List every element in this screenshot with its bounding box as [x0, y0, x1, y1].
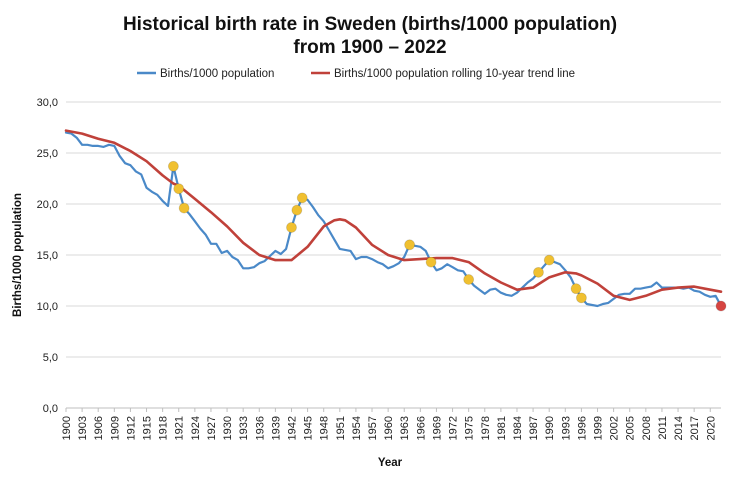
- x-tick-label: 1960: [383, 416, 395, 440]
- x-tick-label: 2014: [673, 416, 685, 440]
- y-tick-label: 10,0: [37, 301, 58, 313]
- y-tick-label: 30,0: [37, 97, 58, 109]
- x-tick-label: 2005: [625, 416, 637, 440]
- x-tick-label: 1909: [109, 416, 121, 440]
- births-series-line: [64, 131, 723, 308]
- y-axis-label: Births/1000 population: [12, 193, 24, 317]
- trend-series-line: [64, 129, 723, 302]
- x-tick-label: 2008: [641, 416, 653, 440]
- highlight-point: [463, 274, 475, 285]
- y-tick-label: 20,0: [37, 199, 58, 211]
- x-tick-label: 1945: [303, 416, 315, 440]
- x-tick-label: 1996: [576, 416, 588, 440]
- x-tick-label: 2020: [705, 416, 717, 440]
- x-tick-label: 1933: [238, 416, 250, 440]
- y-axis-ticks: 0,0 5,0 10,0 15,0 20,0 25,0 30,0: [37, 97, 58, 415]
- chart-title: Historical birth rate in Sweden (births/…: [123, 14, 617, 35]
- x-axis-ticks: 1900 1903 1906 1909 1912 1915 1918 1921 1924 1927…: [61, 408, 717, 440]
- x-tick-label: 2002: [609, 416, 621, 440]
- x-tick-label: 1912: [125, 416, 137, 440]
- highlight-point: [715, 300, 727, 312]
- x-tick-label: 1969: [431, 416, 443, 440]
- x-tick-label: 1918: [158, 416, 170, 440]
- chart-subtitle: from 1900 – 2022: [293, 37, 446, 58]
- x-tick-label: 1993: [560, 416, 572, 440]
- highlight-point: [291, 204, 303, 216]
- series-lines: [64, 129, 723, 308]
- x-tick-label: 1966: [415, 416, 427, 440]
- y-tick-label: 0,0: [43, 403, 58, 415]
- x-tick-label: 1978: [480, 416, 492, 440]
- x-tick-label: 1999: [593, 416, 605, 440]
- highlight-point: [167, 160, 179, 172]
- x-tick-label: 1972: [448, 416, 460, 440]
- x-tick-label: 1900: [61, 416, 73, 440]
- highlight-point: [178, 202, 190, 214]
- gridlines: [66, 101, 721, 358]
- x-tick-label: 1987: [528, 416, 540, 440]
- highlight-point: [543, 254, 555, 266]
- x-axis-label: Year: [378, 457, 403, 469]
- x-tick-label: 2017: [689, 416, 701, 440]
- highlight-point: [570, 283, 582, 295]
- highlight-point: [296, 192, 308, 204]
- y-tick-label: 25,0: [37, 148, 58, 160]
- highlighted-points: [167, 160, 727, 312]
- x-tick-label: 1915: [142, 416, 154, 440]
- x-tick-label: 1957: [367, 416, 379, 440]
- x-tick-label: 1921: [174, 416, 186, 440]
- x-tick-label: 1927: [206, 416, 218, 440]
- x-tick-label: 1954: [351, 416, 363, 440]
- legend: Births/1000 population Births/1000 popul…: [137, 68, 575, 80]
- x-tick-label: 1924: [190, 416, 202, 440]
- x-tick-label: 2011: [657, 416, 669, 440]
- x-tick-label: 1942: [286, 416, 298, 440]
- x-tick-label: 1990: [544, 416, 556, 440]
- x-tick-label: 1903: [77, 416, 89, 440]
- highlight-point: [425, 256, 437, 268]
- x-tick-label: 1939: [270, 416, 282, 440]
- x-tick-label: 1936: [254, 416, 266, 440]
- legend-label-trend: Births/1000 population rolling 10-year t…: [334, 68, 575, 80]
- y-tick-label: 5,0: [43, 352, 58, 364]
- x-tick-label: 1984: [512, 416, 524, 440]
- y-tick-label: 15,0: [37, 250, 58, 262]
- legend-label-births: Births/1000 population: [160, 68, 274, 80]
- x-tick-label: 1951: [335, 416, 347, 440]
- x-tick-label: 1948: [319, 416, 331, 440]
- highlight-point: [173, 183, 185, 195]
- highlight-point: [286, 222, 297, 233]
- x-tick-label: 1981: [496, 416, 508, 440]
- x-tick-label: 1906: [93, 416, 105, 440]
- highlight-point: [404, 239, 416, 251]
- highlight-point: [533, 266, 544, 278]
- x-tick-label: 1930: [222, 416, 234, 440]
- x-tick-label: 1963: [399, 416, 411, 440]
- x-tick-label: 1975: [464, 416, 476, 440]
- highlight-point: [576, 292, 587, 304]
